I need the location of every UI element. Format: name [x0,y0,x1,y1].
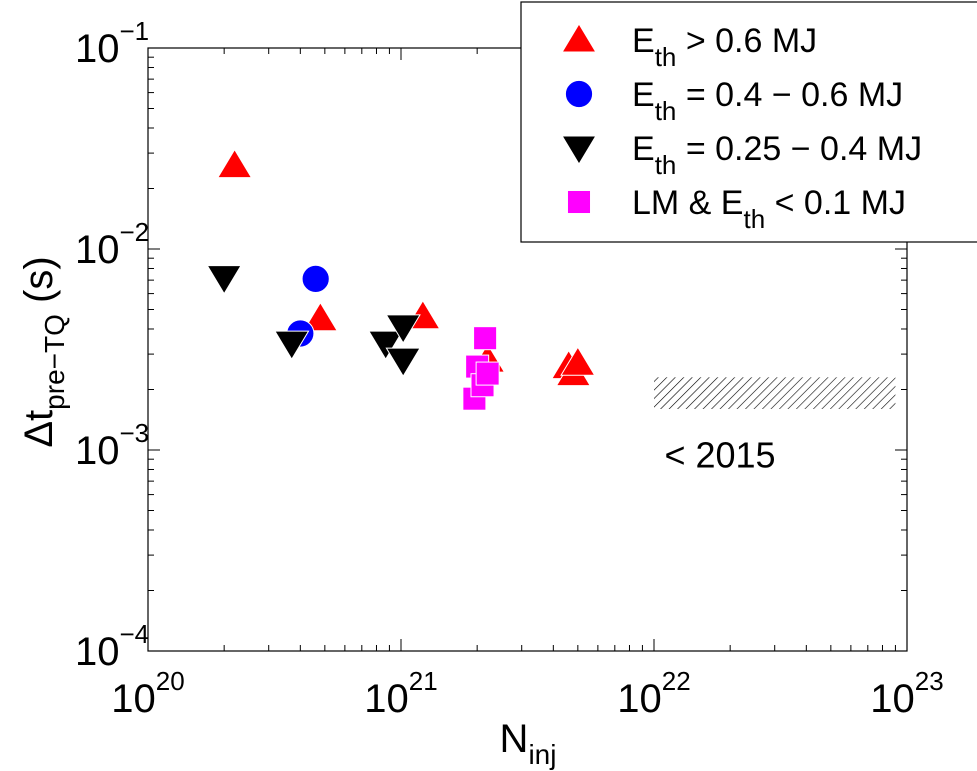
point-series0-0 [216,148,253,179]
y-tick-label-2: 10−2 [75,217,149,272]
point-series2-1 [274,330,310,361]
legend-marker-1 [564,79,594,109]
y-tick-label-3: 10−1 [75,16,149,71]
point-series0-6 [560,346,596,376]
x-tick-label-1: 1021 [364,666,437,721]
point-series2-4 [385,347,421,378]
legend-marker-0 [561,23,597,53]
y-tick-label-0: 10−4 [75,619,149,674]
legend-label-2: Eth = 0.25 − 0.4 MJ [632,130,922,180]
hatched-band [654,377,896,409]
point-series3-3 [473,326,498,351]
legend-label-1: Eth = 0.4 − 0.6 MJ [632,76,903,126]
y-tick-label-1: 10−3 [75,418,149,473]
point-series2-3 [385,314,421,344]
point-series2-2 [368,330,404,361]
x-tick-label-0: 1020 [111,666,184,721]
axes-group: 1020 1021 1022 1023 10−4 10−3 10−2 10−1 Ninj Δtpr… [17,16,944,770]
point-series0-1 [302,301,339,332]
point-series2-0 [206,265,242,295]
point-series1-0 [301,264,330,293]
band-label: < 2015 [664,434,775,475]
data-points-group [206,148,596,411]
shaded-band-group: < 2015 [654,377,896,475]
x-tick-label-2: 1022 [617,666,690,721]
x-tick-label-3: 1023 [870,666,943,721]
legend-label-3: LM & Eth < 0.1 MJ [632,184,906,234]
point-series3-4 [475,361,500,386]
legend-marker-3 [566,189,592,215]
y-axis-label: Δtpre−TQ (s) [17,256,70,447]
x-axis-label: Ninj [500,717,557,770]
legend-box [520,1,977,243]
legend-marker-2 [561,135,597,165]
legend-label-0: Eth > 0.6 MJ [632,22,817,72]
